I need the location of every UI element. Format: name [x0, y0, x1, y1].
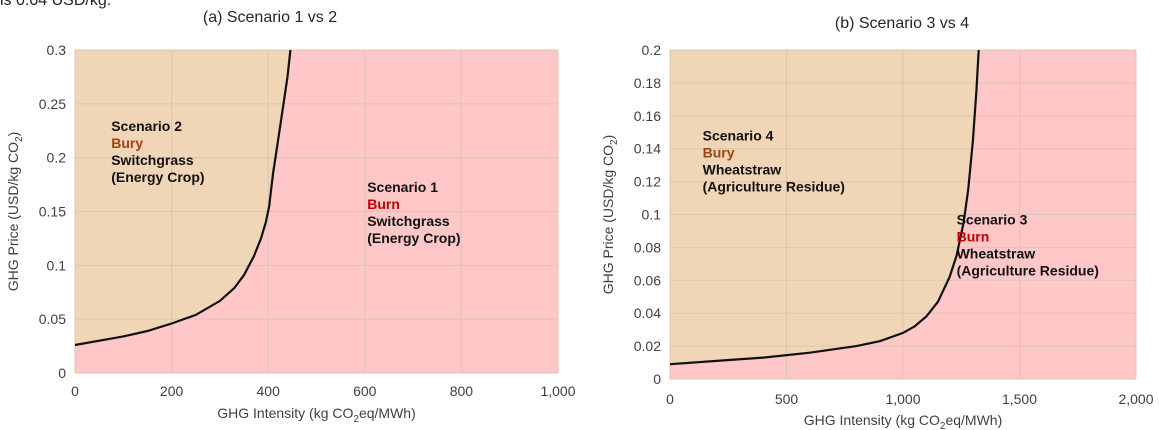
annotation-line: Burn	[367, 196, 400, 212]
chart-panel-1: 0 200 400 600 800 1,000 0 0.05 0.1 0.15 0.2 0.25 0.3…	[5, 9, 576, 425]
x-tick-label: 1,000	[540, 383, 575, 399]
y-tick-label: 0.25	[39, 96, 66, 112]
top-caption: is 0.04 USD/kg.	[0, 0, 112, 9]
annotation-line: Bury	[111, 135, 143, 151]
y-tick-label: 0.04	[634, 305, 661, 321]
x-tick-label: 200	[160, 383, 184, 399]
annotation-line: (Energy Crop)	[367, 230, 460, 246]
x-tick-label: 2,000	[1118, 391, 1153, 407]
y-tick-label: 0	[58, 365, 66, 381]
chart-title: (a) Scenario 1 vs 2	[203, 9, 337, 26]
annotation-line: Wheatstraw	[957, 245, 1036, 261]
x-tick-label: 500	[775, 391, 799, 407]
y-tick-label: 0.1	[642, 207, 662, 223]
boundary-curve	[669, 49, 980, 366]
y-tick-label: 0.16	[634, 108, 661, 124]
y-tick-label: 0.02	[634, 338, 661, 354]
y-tick-label: 0.1	[47, 257, 67, 273]
annotation-line: Scenario 1	[367, 179, 438, 195]
region-annotation: Scenario 2 Bury Switchgrass (Energy Crop)	[111, 118, 204, 185]
annotation-line: Bury	[703, 144, 735, 160]
subscript: 2	[609, 139, 620, 145]
annotation-line: (Agriculture Residue)	[957, 262, 1099, 278]
region-annotation: Scenario 4 Bury Wheatstraw (Agriculture Res…	[703, 127, 845, 194]
subscript: 2	[353, 414, 359, 425]
x-tick-label: 400	[257, 383, 281, 399]
y-tick-label: 0.2	[47, 150, 67, 166]
annotation-line: (Agriculture Residue)	[703, 178, 845, 194]
x-axis-label: GHG Intensity (kg CO2​eq/MWh)	[804, 412, 1003, 430]
annotation-line: Switchgrass	[111, 152, 194, 168]
annotation-line: Scenario 2	[111, 118, 182, 134]
boundary-curve	[74, 49, 292, 347]
y-tick-label: 0.18	[634, 75, 661, 91]
x-tick-label: 0	[71, 383, 79, 399]
y-tick-label: 0.08	[634, 239, 661, 255]
annotation-line: Scenario 4	[703, 127, 774, 143]
subscript: 2	[14, 136, 25, 142]
bury-region	[670, 50, 979, 365]
annotation-line: Burn	[957, 228, 990, 244]
chart-title: (b) Scenario 3 vs 4	[835, 15, 969, 32]
annotation-line: Switchgrass	[367, 213, 450, 229]
chart-panel-2: 0 500 1,000 1,500 2,000 0 0.02 0.04 0.06 0.08 0.1 0…	[600, 15, 1154, 430]
region-annotation: Scenario 3 Burn Wheatstraw (Agriculture Res…	[957, 211, 1099, 278]
y-axis-label: GHG Price (USD/kg CO2​)	[5, 132, 25, 292]
subscript: 2	[940, 421, 946, 430]
y-tick-label: 0.2	[642, 42, 662, 58]
annotation-line: Scenario 3	[957, 211, 1028, 227]
y-tick-label: 0.12	[634, 174, 661, 190]
y-tick-label: 0.15	[39, 204, 66, 220]
region-annotation: Scenario 1 Burn Switchgrass (Energy Crop)	[367, 179, 460, 246]
x-tick-label: 600	[353, 383, 377, 399]
y-tick-label: 0.3	[47, 42, 67, 58]
x-tick-label: 1,000	[885, 391, 920, 407]
x-tick-label: 0	[666, 391, 674, 407]
bury-region	[75, 50, 291, 345]
y-tick-label: 0.05	[39, 311, 66, 327]
x-tick-label: 800	[450, 383, 474, 399]
x-axis-label: GHG Intensity (kg CO2​eq/MWh)	[217, 405, 416, 425]
y-tick-label: 0.14	[634, 141, 661, 157]
y-tick-label: 0.06	[634, 272, 661, 288]
y-tick-label: 0	[653, 371, 661, 387]
y-axis-label: GHG Price (USD/kg CO2​)	[600, 135, 620, 295]
annotation-line: (Energy Crop)	[111, 169, 204, 185]
x-tick-label: 1,500	[1002, 391, 1037, 407]
annotation-line: Wheatstraw	[703, 161, 782, 177]
